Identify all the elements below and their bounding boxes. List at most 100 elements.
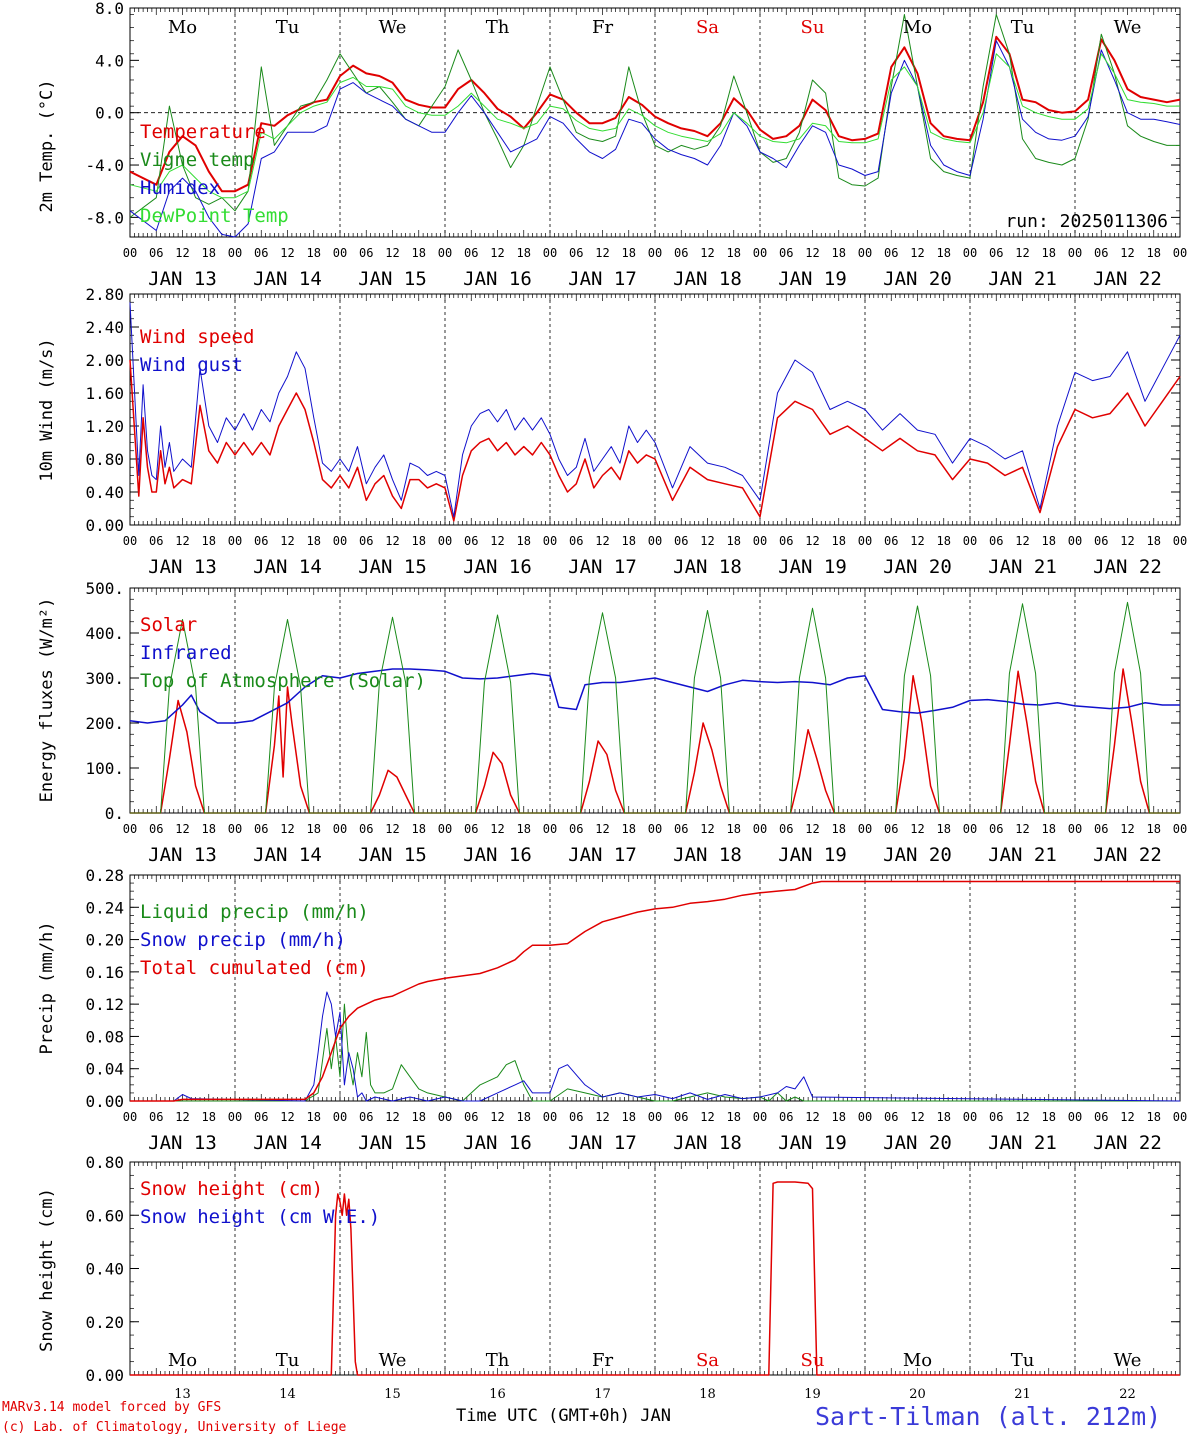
legend-entry: Wind gust bbox=[140, 354, 243, 376]
hour-tick-label: 00 bbox=[543, 534, 557, 548]
series-line-0 bbox=[129, 359, 1181, 522]
hour-tick-label: 12 bbox=[280, 246, 294, 260]
y-tick-label: 400. bbox=[85, 624, 124, 643]
hour-tick-label: 12 bbox=[700, 246, 714, 260]
y-axis-label: Snow height (cm) bbox=[37, 1188, 57, 1352]
day-name: Sa bbox=[696, 1350, 719, 1371]
date-label: JAN 16 bbox=[463, 556, 532, 578]
model-credit: MARv3.14 model forced by GFS bbox=[2, 1400, 222, 1415]
hour-tick-label: 12 bbox=[280, 1110, 294, 1124]
y-tick-label: 0.80 bbox=[85, 450, 124, 469]
day-name: Mo bbox=[903, 1350, 932, 1371]
y-tick-label: 300. bbox=[85, 669, 124, 688]
hour-tick-label: 06 bbox=[1094, 822, 1108, 836]
legend-entry: Liquid precip (mm/h) bbox=[140, 901, 369, 923]
hour-tick-label: 18 bbox=[832, 1110, 846, 1124]
hour-tick-label: 00 bbox=[123, 246, 137, 260]
hour-tick-label: 06 bbox=[779, 822, 793, 836]
y-tick-label: 0.80 bbox=[85, 1153, 124, 1172]
date-label: JAN 13 bbox=[148, 844, 217, 866]
hour-tick-label: 06 bbox=[884, 534, 898, 548]
y-tick-label: 0.24 bbox=[85, 898, 124, 917]
date-label: JAN 15 bbox=[358, 556, 427, 578]
hour-tick-label: 00 bbox=[123, 1110, 137, 1124]
hour-tick-label: 06 bbox=[359, 822, 373, 836]
hour-tick-label: 18 bbox=[937, 1110, 951, 1124]
y-tick-label: 0.04 bbox=[85, 1060, 124, 1079]
hour-tick-label: 18 bbox=[412, 1110, 426, 1124]
day-name: Fr bbox=[592, 1350, 613, 1371]
hour-tick-label: 00 bbox=[963, 246, 977, 260]
day-name: Tu bbox=[276, 1350, 300, 1371]
hour-tick-label: 06 bbox=[464, 246, 478, 260]
day-number: 13 bbox=[174, 1387, 191, 1402]
y-axis-label: 10m Wind (m/s) bbox=[37, 338, 57, 481]
date-label: JAN 18 bbox=[673, 556, 742, 578]
y-tick-label: -4.0 bbox=[85, 156, 124, 175]
date-label: JAN 17 bbox=[568, 1132, 637, 1154]
date-label: JAN 17 bbox=[568, 268, 637, 290]
series-line-2 bbox=[130, 880, 1180, 1102]
hour-tick-label: 06 bbox=[359, 534, 373, 548]
hour-tick-label: 00 bbox=[543, 822, 557, 836]
hour-tick-label: 00 bbox=[333, 1110, 347, 1124]
hour-tick-label: 00 bbox=[858, 246, 872, 260]
date-label: JAN 16 bbox=[463, 268, 532, 290]
hour-tick-label: 18 bbox=[937, 246, 951, 260]
y-tick-label: 0.08 bbox=[85, 1027, 124, 1046]
series-line-1 bbox=[130, 991, 1181, 1102]
y-tick-label: 0.16 bbox=[85, 963, 124, 982]
series-line-0 bbox=[129, 35, 1181, 193]
y-tick-label: 0.60 bbox=[85, 1206, 124, 1225]
hour-tick-label: 18 bbox=[517, 822, 531, 836]
date-label: JAN 21 bbox=[988, 268, 1057, 290]
date-label: JAN 15 bbox=[358, 844, 427, 866]
hour-tick-label: 12 bbox=[1015, 822, 1029, 836]
hour-tick-label: 06 bbox=[254, 246, 268, 260]
hour-tick-label: 12 bbox=[595, 246, 609, 260]
hour-tick-label: 12 bbox=[1120, 246, 1134, 260]
hour-tick-label: 18 bbox=[1147, 1110, 1161, 1124]
hour-tick-label: 18 bbox=[622, 822, 636, 836]
y-tick-label: 500. bbox=[85, 579, 124, 598]
hour-tick-label: 06 bbox=[464, 822, 478, 836]
hour-tick-label: 06 bbox=[674, 534, 688, 548]
series-line-1 bbox=[129, 14, 1180, 218]
hour-tick-label: 06 bbox=[359, 1110, 373, 1124]
y-tick-label: 0.0 bbox=[95, 104, 124, 123]
y-tick-label: 0. bbox=[105, 804, 124, 823]
hour-tick-label: 00 bbox=[753, 822, 767, 836]
date-label: JAN 13 bbox=[148, 556, 217, 578]
y-tick-label: 0.00 bbox=[85, 1092, 124, 1111]
y-tick-label: 0.40 bbox=[85, 1260, 124, 1279]
hour-tick-label: 06 bbox=[1094, 1110, 1108, 1124]
hour-tick-label: 18 bbox=[1042, 822, 1056, 836]
y-tick-label: 0.40 bbox=[85, 483, 124, 502]
hour-tick-label: 00 bbox=[1173, 534, 1187, 548]
hour-tick-label: 12 bbox=[385, 246, 399, 260]
hour-tick-label: 12 bbox=[595, 822, 609, 836]
y-tick-label: 2.80 bbox=[85, 285, 124, 304]
date-label: JAN 14 bbox=[253, 556, 322, 578]
date-label: JAN 13 bbox=[148, 268, 217, 290]
date-label: JAN 21 bbox=[988, 556, 1057, 578]
legend-entry: Top of Atmosphere (Solar) bbox=[140, 670, 426, 692]
hour-tick-label: 06 bbox=[989, 1110, 1003, 1124]
day-number: 16 bbox=[489, 1387, 506, 1402]
date-label: JAN 16 bbox=[463, 844, 532, 866]
hour-tick-label: 00 bbox=[1173, 1110, 1187, 1124]
hour-tick-label: 00 bbox=[228, 534, 242, 548]
legend-entry: Snow height (cm) bbox=[140, 1178, 323, 1200]
hour-tick-label: 12 bbox=[175, 534, 189, 548]
time-axis-title: Time UTC (GMT+0h) JAN bbox=[456, 1406, 671, 1426]
hour-tick-label: 06 bbox=[779, 1110, 793, 1124]
day-name: Tu bbox=[276, 17, 300, 38]
hour-tick-label: 18 bbox=[937, 534, 951, 548]
hour-tick-label: 18 bbox=[412, 822, 426, 836]
legend-entry: Infrared bbox=[140, 642, 232, 664]
day-number: 14 bbox=[279, 1387, 296, 1402]
hour-tick-label: 12 bbox=[1120, 1110, 1134, 1124]
hour-tick-label: 12 bbox=[910, 534, 924, 548]
legend-entry: Temperature bbox=[140, 121, 266, 143]
hour-tick-label: 18 bbox=[517, 246, 531, 260]
